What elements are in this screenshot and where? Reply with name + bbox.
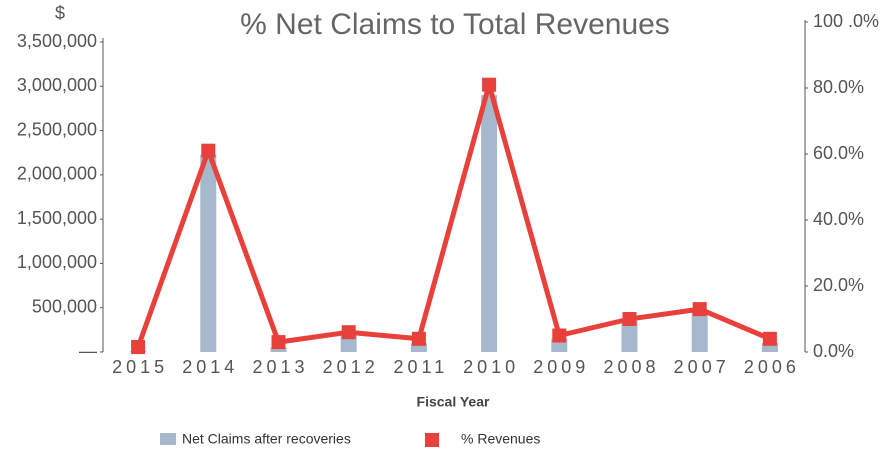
marker <box>341 325 356 340</box>
y-tick-label: 1,000,000 <box>17 252 97 272</box>
y2-tick-label: 0.0% <box>813 341 854 361</box>
marker <box>131 340 146 355</box>
x-tick-label: 2010 <box>463 357 519 377</box>
y2-tick-label: 60.0% <box>813 143 864 163</box>
marker <box>692 302 707 317</box>
marker <box>482 77 497 92</box>
x-tick-label: 2013 <box>252 357 308 377</box>
x-tick-label: 2014 <box>182 357 238 377</box>
bar <box>761 343 778 352</box>
chart-title: % Net Claims to Total Revenues <box>240 8 670 41</box>
legend-swatch <box>160 433 176 445</box>
y-tick-label: 3,500,000 <box>17 31 97 51</box>
bar <box>691 312 708 352</box>
x-tick-label: 2009 <box>533 357 589 377</box>
marker <box>411 331 426 346</box>
bar <box>481 95 498 353</box>
y-tick-label: 1,500,000 <box>17 208 97 228</box>
y2-tick-label: 40.0% <box>813 209 864 229</box>
bar <box>270 347 287 352</box>
x-tick-label: 2015 <box>112 357 168 377</box>
x-tick-label: 2007 <box>674 357 730 377</box>
legend-swatch <box>425 433 439 447</box>
y2-tick-label: 100 .0% <box>813 11 879 31</box>
y-tick-label: 2,000,000 <box>17 164 97 184</box>
marker <box>271 335 286 350</box>
x-axis-title: Fiscal Year <box>417 394 490 410</box>
y-tick-label: 3,000,000 <box>17 75 97 95</box>
bar <box>200 154 217 352</box>
x-tick-label: 2008 <box>603 357 659 377</box>
marker <box>201 143 216 158</box>
marker <box>552 328 567 343</box>
marker <box>762 331 777 346</box>
y2-tick-label: 20.0% <box>813 275 864 295</box>
y-tick-label: — <box>79 341 97 361</box>
bar <box>621 321 638 352</box>
y2-tick-label: 80.0% <box>813 77 864 97</box>
y-tick-label: 2,500,000 <box>17 119 97 139</box>
x-tick-label: 2011 <box>394 357 449 377</box>
marker <box>622 312 637 326</box>
x-tick-label: 2012 <box>323 357 379 377</box>
x-tick-label: 2006 <box>744 357 800 377</box>
y-axis-label: $ <box>55 3 65 23</box>
legend-label: Net Claims after recoveries <box>182 431 351 447</box>
legend-label: % Revenues <box>461 431 540 447</box>
y-tick-label: 500,000 <box>32 296 97 316</box>
line <box>135 82 771 348</box>
bar <box>410 343 427 352</box>
